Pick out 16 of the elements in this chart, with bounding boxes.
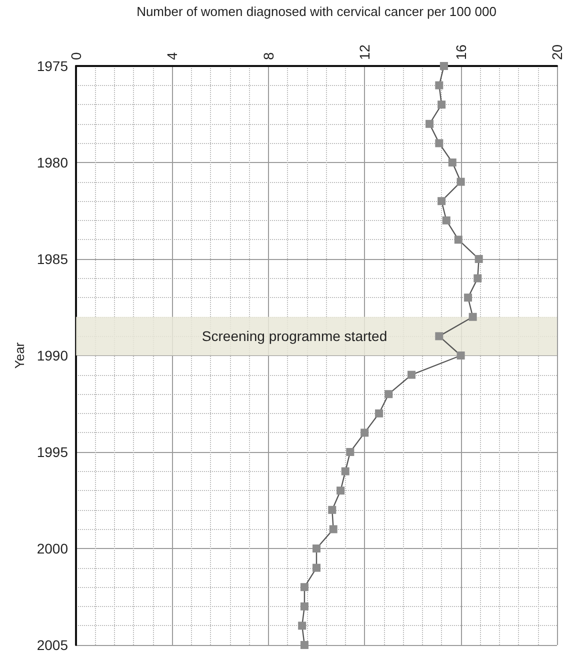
y-tick-label: 1980 [36, 154, 68, 170]
x-tick-label: 4 [164, 52, 180, 60]
x-axis-title: Number of women diagnosed with cervical cancer per 100 000 [136, 4, 496, 19]
y-tick-label: 1990 [36, 348, 68, 364]
y-tick-label: 1995 [36, 444, 68, 460]
x-tick-label: 16 [452, 44, 469, 60]
y-axis-title: Year [12, 342, 27, 369]
band-label: Screening programme started [202, 328, 388, 344]
x-tick-label: 20 [549, 44, 565, 60]
x-tick-label: 12 [356, 44, 373, 60]
y-tick-label: 2000 [36, 540, 68, 556]
y-tick-label: 1975 [36, 58, 68, 74]
y-tick-label: 2005 [36, 637, 68, 653]
x-tick-label: 0 [68, 52, 84, 60]
y-tick-label: 1985 [36, 251, 68, 267]
x-tick-label: 8 [260, 52, 276, 60]
